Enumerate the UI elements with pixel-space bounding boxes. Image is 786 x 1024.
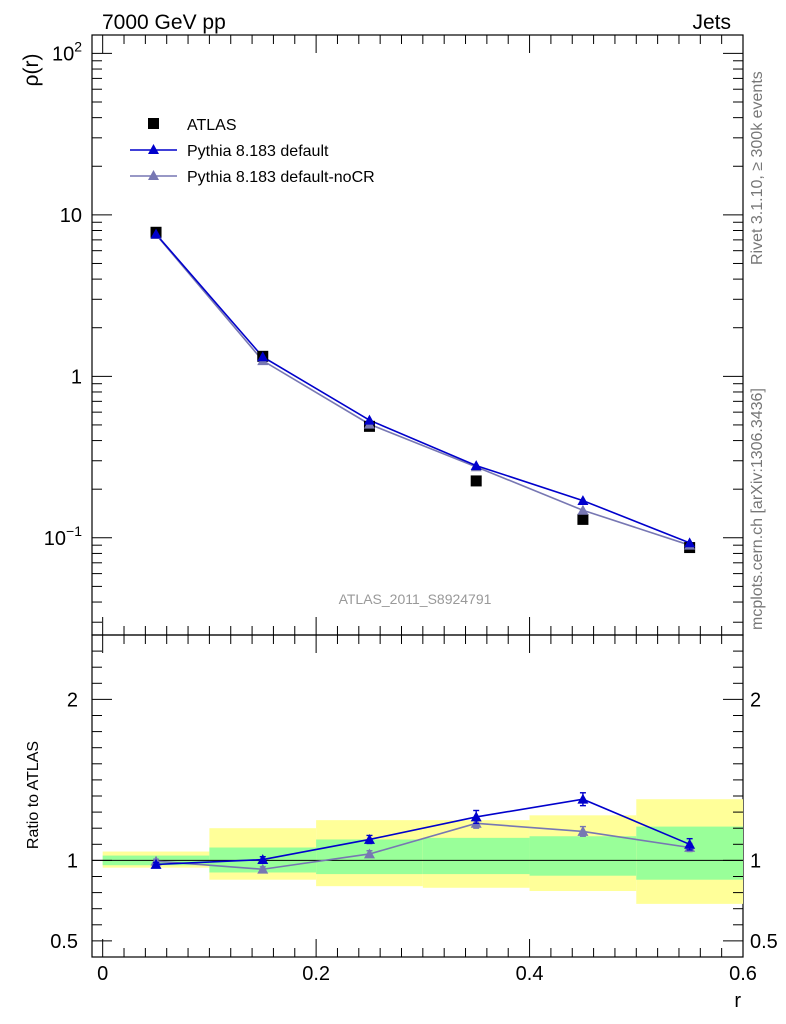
series-line-default — [155, 233, 690, 544]
x-tick-label: 0.2 — [302, 963, 330, 985]
band-green-3 — [422, 837, 530, 875]
ratio-y-tick-label-left: 2 — [67, 689, 78, 711]
ratio-marker-default — [363, 833, 375, 844]
axis-ticks: 0 0.2 0.4 0.6 10 1 102 10−1 2 2 1 1 0.5 0.5 — [44, 35, 778, 985]
legend-atlas-label: ATLAS — [187, 117, 237, 134]
collision-title: 7000 GeV pp — [102, 11, 226, 34]
ratio-marker-default — [470, 811, 482, 822]
source-reference-label: mcplots.cern.ch [arXiv:1306.3436] — [749, 388, 766, 630]
atlas-data-point — [470, 475, 482, 487]
y-tick-label: 10 — [60, 205, 82, 227]
ratio-marker-nocr — [577, 825, 589, 836]
y-tick-label: 1 — [71, 366, 82, 388]
ratio-y-tick-label-right: 2 — [750, 689, 761, 711]
y-tick-label: 10−1 — [44, 523, 82, 550]
default-marker — [470, 460, 482, 470]
legend-nocr-label: Pythia 8.183 default-noCR — [187, 169, 375, 186]
default-marker — [363, 414, 375, 425]
ratio-series — [150, 792, 696, 874]
analysis-id-label: ATLAS_2011_S8924791 — [339, 591, 492, 607]
ratio-y-axis-label: Ratio to ATLAS — [25, 741, 42, 849]
band-green-5 — [636, 826, 743, 880]
main-series — [150, 226, 696, 554]
x-tick-label: 0.4 — [516, 963, 544, 985]
x-axis-label: r — [734, 990, 741, 1012]
ratio-uncertainty-bands — [92, 799, 743, 904]
legend-atlas-marker — [148, 118, 159, 129]
ratio-marker-default — [684, 838, 696, 849]
default-marker — [684, 537, 696, 548]
rivet-version-label: Rivet 3.1.10, ≥ 300k events — [749, 71, 766, 265]
ratio-marker-default — [577, 793, 589, 804]
ratio-marker-default — [257, 854, 269, 864]
legend: ATLAS Pythia 8.183 default Pythia 8.183 … — [130, 117, 375, 186]
ratio-y-tick-label-right: 0.5 — [750, 931, 778, 953]
default-marker — [150, 228, 162, 239]
ratio-line-nocr — [155, 822, 690, 871]
series-line-nocr — [155, 234, 690, 546]
ratio-line-default — [155, 798, 690, 866]
observable-title: Jets — [692, 11, 731, 34]
ratio-y-tick-label-right: 1 — [750, 850, 761, 872]
ratio-marker-nocr — [363, 848, 375, 859]
y-tick-label: 102 — [52, 38, 82, 65]
band-green-4 — [529, 836, 637, 876]
legend-default-marker — [148, 144, 159, 154]
legend-default-label: Pythia 8.183 default — [187, 143, 329, 160]
default-marker — [257, 351, 269, 362]
x-tick-label: 0 — [97, 963, 108, 985]
x-tick-label: 0.6 — [729, 963, 757, 985]
default-marker — [577, 495, 589, 505]
nocr-marker — [577, 504, 589, 515]
ratio-plot-frame — [91, 634, 744, 958]
legend-nocr-marker — [148, 170, 159, 180]
ratio-marker-default — [150, 858, 162, 869]
ratio-y-tick-label-left: 0.5 — [50, 931, 78, 953]
ratio-y-tick-label-left: 1 — [67, 850, 78, 872]
main-y-axis-label: ρ(r) — [20, 54, 43, 87]
ratio-marker-nocr — [257, 863, 269, 874]
atlas-data-point — [577, 513, 589, 525]
